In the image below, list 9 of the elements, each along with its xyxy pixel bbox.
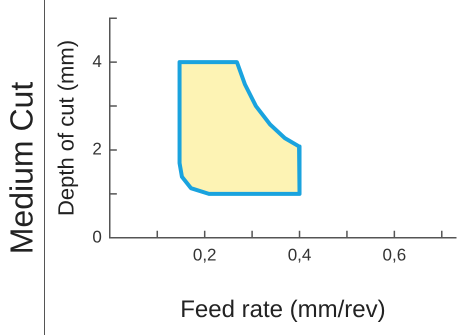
- text: Medium Cut: [4, 82, 40, 254]
- x-tick-label: 0,4: [288, 246, 312, 265]
- x-axis-title: Feed rate (mm/rev): [180, 296, 386, 324]
- x-tick-label: 0,6: [382, 246, 406, 265]
- y-axis-title: Depth of cut (mm): [53, 40, 78, 216]
- x-tick-label: 0,2: [192, 246, 217, 265]
- y-tick-label: 4: [92, 52, 102, 71]
- y-tick-label: 2: [92, 140, 102, 159]
- y-tick-label: 0: [92, 227, 102, 246]
